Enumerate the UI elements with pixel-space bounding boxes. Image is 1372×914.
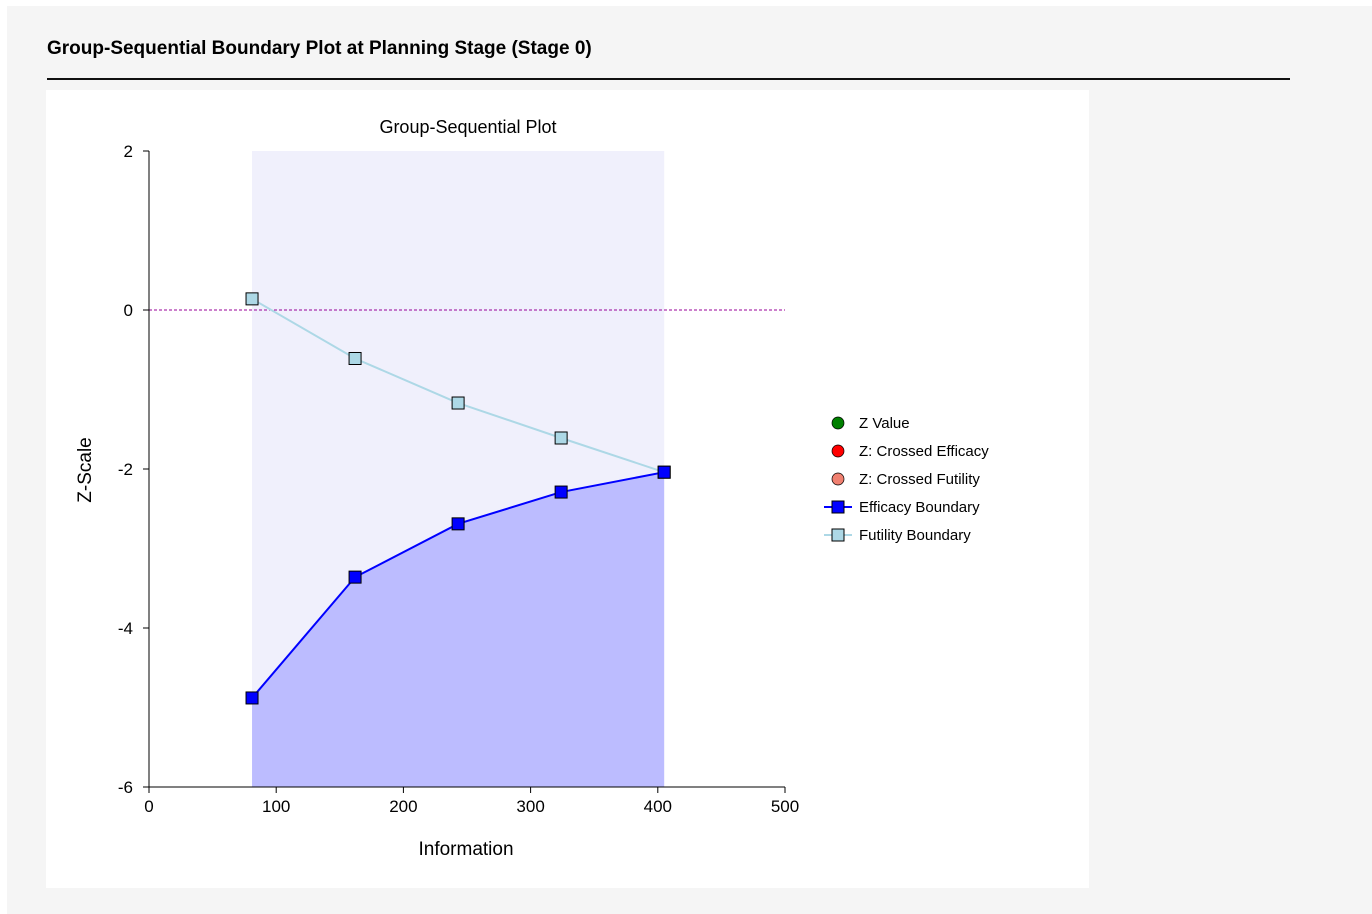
efficacy-boundary-point	[348, 570, 362, 584]
futility-boundary-point	[245, 292, 259, 306]
y-tick-label: -2	[118, 460, 133, 479]
legend-label-efficacy-boundary: Efficacy Boundary	[859, 499, 980, 516]
x-tick-label: 500	[771, 797, 799, 816]
report-title: Group-Sequential Boundary Plot at Planni…	[47, 38, 592, 59]
chart-title: Group-Sequential Plot	[379, 117, 556, 137]
futility-boundary-point	[451, 396, 465, 410]
futility-boundary-point	[348, 351, 362, 365]
efficacy-boundary-point	[657, 465, 671, 479]
legend-marker-efficacy-boundary	[831, 500, 845, 514]
title-divider	[47, 78, 1290, 80]
x-tick-label: 200	[389, 797, 417, 816]
y-axis-label: Z-Scale	[75, 437, 96, 502]
legend-marker-z-crossed-futility	[831, 472, 845, 486]
legend-marker-z-value	[831, 416, 845, 430]
efficacy-boundary-point	[451, 517, 465, 531]
legend-label-z-crossed-futility: Z: Crossed Futility	[859, 471, 980, 488]
efficacy-boundary-point	[245, 691, 259, 705]
legend-marker-futility-boundary	[831, 528, 845, 542]
report-page: Group-Sequential Boundary Plot at Planni…	[7, 6, 1372, 914]
efficacy-rejection-region	[252, 472, 665, 787]
legend-marker-z-crossed-efficacy	[831, 444, 845, 458]
y-tick-label: -6	[118, 778, 133, 797]
legend-label-futility-boundary: Futility Boundary	[859, 527, 971, 544]
x-tick-label: 400	[644, 797, 672, 816]
efficacy-boundary-point	[554, 485, 568, 499]
y-tick-label: 2	[124, 142, 133, 161]
y-tick-label: -4	[118, 619, 133, 638]
x-tick-label: 0	[144, 797, 153, 816]
futility-boundary-point	[554, 431, 568, 445]
y-tick-label: 0	[124, 301, 133, 320]
x-axis-label: Information	[418, 839, 513, 860]
legend-label-z-value: Z Value	[859, 415, 910, 432]
group-sequential-chart: 0 100 200 300 400 500 -6 -4 -2 0 2 Z Value Z: Cross…	[75, 117, 989, 860]
x-tick-label: 100	[262, 797, 290, 816]
x-tick-label: 300	[516, 797, 544, 816]
legend-label-z-crossed-efficacy: Z: Crossed Efficacy	[859, 443, 989, 460]
chart-panel: 0 100 200 300 400 500 -6 -4 -2 0 2 Z Value Z: Cross…	[46, 90, 1089, 888]
